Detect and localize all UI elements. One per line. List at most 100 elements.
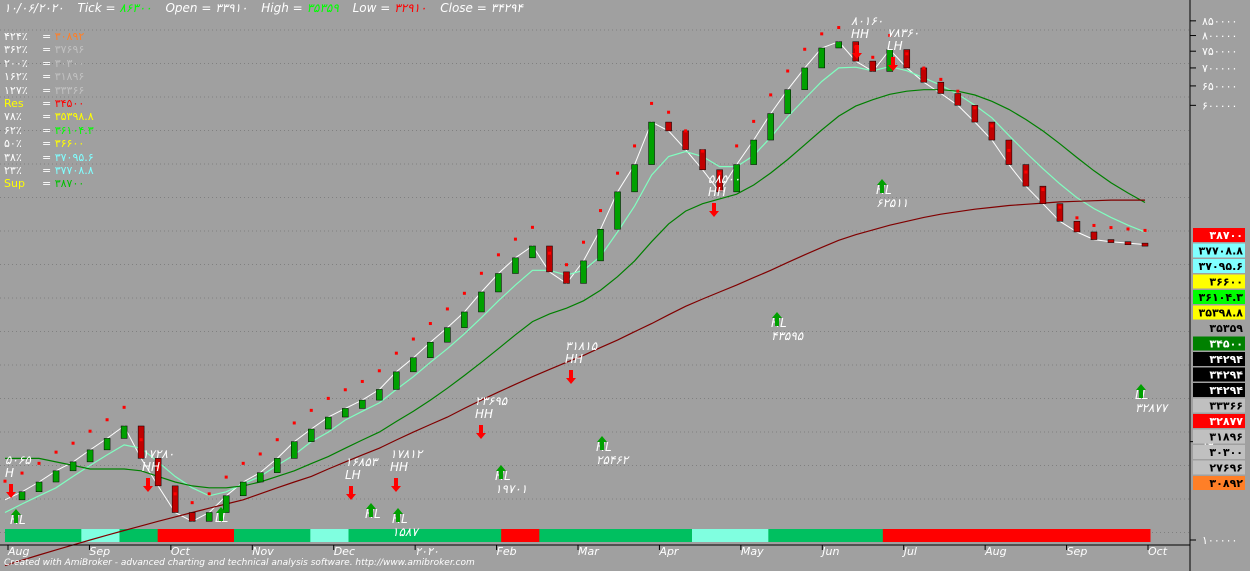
candle xyxy=(137,425,145,459)
stop-dot xyxy=(156,465,160,469)
candle xyxy=(597,229,604,262)
stop-dot xyxy=(769,93,773,97)
swing-value: ۲۳۶۹۵ xyxy=(475,394,508,408)
y-tick-label: ۷۰۰۰۰۰ xyxy=(1202,62,1237,75)
stop-dot xyxy=(275,438,279,442)
stop-dot xyxy=(377,369,381,373)
level-box xyxy=(1193,321,1245,335)
stop-dot xyxy=(582,240,586,244)
x-tick-label: Oct xyxy=(1148,545,1168,558)
stop-dot xyxy=(684,129,688,133)
stop-dot xyxy=(956,89,960,93)
swing-value: ۳۱۸۱۵ xyxy=(565,339,598,353)
up-arrow-icon xyxy=(772,312,782,326)
swing-value: ۵۸۵۰۰ xyxy=(708,172,740,186)
x-tick-label: May xyxy=(741,545,764,558)
level-box-label: ۳۴۲۹۴ xyxy=(1209,369,1243,382)
candle xyxy=(699,149,706,171)
candle xyxy=(18,491,26,501)
candle xyxy=(256,472,264,483)
stop-dots xyxy=(3,26,1147,505)
fib-level-value: ۳۷۶۹۶ xyxy=(54,43,85,57)
down-arrow-icon xyxy=(888,57,898,71)
swing-tag: HH xyxy=(565,352,583,366)
swing-value: ۴۳۵۹۵ xyxy=(771,329,804,343)
strip-segment xyxy=(157,529,197,542)
swing-tag: H xyxy=(5,466,14,480)
stop-dot xyxy=(1126,227,1130,231)
fib-level-row: ۱۶۲٪ = ۳۱۸۹۶ xyxy=(4,70,85,84)
stop-dot xyxy=(190,501,194,505)
stop-dot xyxy=(292,421,296,425)
candle xyxy=(154,458,162,487)
candle xyxy=(580,260,587,284)
fib-level-value: ۳۷۰۹۵.۶ xyxy=(54,150,94,164)
fib-level-key: ۲۳٪ xyxy=(4,164,22,178)
strip-segment xyxy=(577,529,617,542)
down-arrow-icon xyxy=(709,203,719,217)
swing-tag: HH xyxy=(851,27,869,41)
candle xyxy=(393,371,400,390)
candle xyxy=(614,191,621,230)
fib-level-row: ۴۲۴٪ = ۳۰۸۹۲ xyxy=(4,30,85,43)
fib-level-value: ۳۱۸۹۶ xyxy=(54,70,85,84)
fib-level-key: Res xyxy=(4,97,24,111)
down-arrow-icon xyxy=(391,478,401,492)
stop-dot xyxy=(922,66,926,70)
strip-segment xyxy=(43,529,82,542)
stop-dot xyxy=(462,291,466,295)
stop-dot xyxy=(326,396,330,400)
candle xyxy=(767,113,774,141)
fib-level-key: ۴۲۴٪ xyxy=(4,30,28,43)
candle xyxy=(1073,221,1081,233)
candle xyxy=(1039,185,1047,204)
candle xyxy=(69,461,77,472)
stop-dot xyxy=(54,450,58,454)
candle xyxy=(103,438,111,451)
candle xyxy=(1056,203,1064,222)
fib-level-row: ۲۳٪ = ۳۷۷۰۸.۸ xyxy=(4,164,94,178)
stop-dot xyxy=(258,452,262,456)
candle xyxy=(376,389,383,401)
candle xyxy=(291,441,298,459)
x-tick-label: Feb xyxy=(497,545,517,558)
candle xyxy=(818,47,825,69)
level-box-label: ۳۵۳۹۸.۸ xyxy=(1199,307,1244,320)
stop-dot xyxy=(309,408,313,412)
stop-dot xyxy=(513,237,517,241)
low-label: Low = xyxy=(352,1,391,15)
candle xyxy=(835,41,842,49)
candle xyxy=(512,257,519,274)
level-box-label: ۳۰۳۰۰ xyxy=(1209,446,1243,459)
swing-value: ۲۵۴۶۲ xyxy=(596,453,630,467)
candle xyxy=(903,49,911,69)
candle xyxy=(1107,239,1115,243)
stop-dot xyxy=(1007,148,1011,152)
fib-level-key: Sup xyxy=(4,177,25,191)
tick-label: Tick = xyxy=(77,1,116,15)
strip-segment xyxy=(234,529,273,542)
strip-segment xyxy=(195,529,235,542)
x-tick-label: Jun xyxy=(820,545,839,558)
y-tick-label: ۶۰۰۰۰۰ xyxy=(1202,99,1237,112)
stop-dot xyxy=(905,52,909,56)
candle xyxy=(971,105,979,123)
level-box-label: ۳۱۸۹۶ xyxy=(1209,431,1243,444)
fib-level-row: ۲۰۰٪ = ۳۰۳۰۰ xyxy=(4,56,85,70)
swing-tag: HH xyxy=(142,460,160,474)
candle xyxy=(444,327,451,343)
level-box xyxy=(1193,336,1245,351)
candle xyxy=(171,485,179,513)
candle xyxy=(205,512,213,522)
tick-value: ۸۶۳۰۰ xyxy=(119,1,152,15)
candle xyxy=(784,89,791,114)
fib-level-row: ۳۸٪ = ۳۷۰۹۵.۶ xyxy=(4,150,94,164)
candle xyxy=(937,81,945,94)
stop-dot xyxy=(701,149,705,153)
level-box xyxy=(1193,290,1245,304)
level-box-label: ۳۸۷۰۰ xyxy=(1209,229,1243,242)
down-arrow-icon xyxy=(476,425,486,439)
open-value: ۳۳۹۱۰ xyxy=(215,1,248,15)
fib-level-key: ۱۶۲٪ xyxy=(4,70,28,84)
